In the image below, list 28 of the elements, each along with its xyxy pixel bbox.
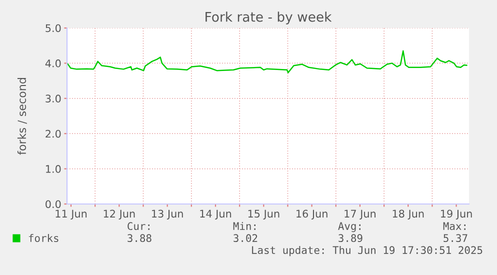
y-axis-title: forks / second — [17, 78, 27, 155]
line-series — [67, 50, 468, 74]
x-tick-label: 16 Jun — [296, 210, 328, 220]
x-tick-label: 12 Jun — [104, 210, 135, 220]
x-tick-label: 18 Jun — [392, 210, 424, 220]
chart-title: Fork rate - by week — [206, 12, 332, 24]
x-tick-label: 19 Jun — [441, 210, 472, 220]
text: Max: — [443, 222, 466, 230]
text: 5.37 — [444, 234, 468, 242]
text: Cur: — [128, 222, 150, 230]
x-tick-label: 11 Jun — [56, 210, 87, 220]
text: 3.02 — [234, 234, 258, 242]
text: Avg: — [338, 222, 360, 232]
x-tick-label: 15 Jun — [248, 210, 280, 220]
x-tick-label: 13 Jun — [152, 210, 183, 220]
text: Last update: Thu Jun 19 17:30:51 2025 — [252, 246, 482, 256]
legend-label: forks — [28, 234, 58, 242]
text: 3.88 — [128, 234, 152, 242]
text: Min: — [233, 222, 256, 230]
y-tick-label: 4.0 — [45, 59, 61, 68]
y-tick-label: 1.0 — [46, 165, 61, 173]
x-tick-label: 14 Jun — [200, 210, 232, 220]
y-tick-label: 0.0 — [46, 200, 61, 208]
x-tick-label: 17 Jun — [344, 210, 376, 220]
y-tick-label: 3.0 — [46, 94, 61, 103]
y-tick-label: 2.0 — [46, 130, 61, 138]
y-tick-label: 5.0 — [46, 24, 61, 32]
text: 3.89 — [338, 234, 362, 242]
